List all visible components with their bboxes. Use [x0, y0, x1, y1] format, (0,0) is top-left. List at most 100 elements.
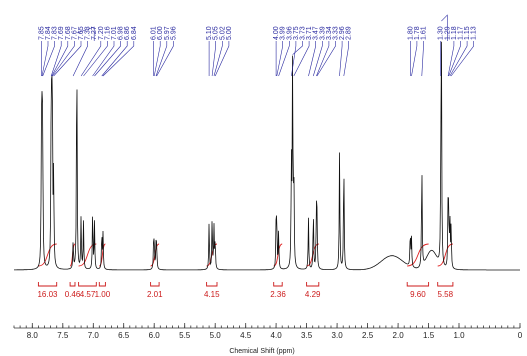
peak-leader: [101, 41, 128, 77]
peak-label: 3.47: [313, 26, 320, 40]
peak-leader: [80, 41, 102, 77]
peak-label: 1.17: [458, 26, 465, 40]
x-tick-label: 4.0: [271, 331, 283, 340]
integration-label: 2.36: [270, 290, 286, 299]
integration-label: 16.03: [37, 290, 58, 299]
peak-labels: 7.85 7.84 7.83 7.69 7.68 7.67 7.65 7.33 7.27 7.20…: [38, 26, 477, 40]
peak-leader: [102, 41, 135, 77]
peak-label: 3.33: [333, 26, 340, 40]
x-tick-label: 4.5: [240, 331, 252, 340]
peak-leader: [42, 41, 55, 77]
integral-curve: [98, 243, 106, 267]
peak-label: 3.34: [326, 26, 333, 40]
peak-label: 5.10: [206, 26, 213, 40]
peak-label: 5.97: [164, 26, 171, 40]
peak-label: 7.20: [98, 26, 105, 40]
x-tick-label: 1.5: [423, 331, 435, 340]
peak-leader: [313, 41, 323, 77]
peak-label: 5.96: [170, 26, 177, 40]
integration-label: 2.01: [147, 290, 163, 299]
peak-label: 7.01: [111, 26, 118, 40]
peak-label: 2.89: [346, 26, 353, 40]
peak-leader: [316, 41, 330, 77]
peak-leader: [213, 41, 223, 77]
peak-leader: [76, 26, 95, 41]
peak-leader: [441, 14, 448, 41]
x-tick-label: 5.5: [179, 331, 191, 340]
x-tick-label: 2.5: [362, 331, 374, 340]
integration-label: 5.58: [438, 290, 454, 299]
peak-leader: [153, 41, 161, 77]
x-axis-title: Chemical Shift (ppm): [229, 348, 294, 355]
peak-leader: [291, 41, 297, 77]
peak-leader: [292, 41, 303, 55]
peak-leader: [421, 41, 424, 77]
peak-label: 5.00: [226, 26, 233, 40]
integration-bracket: [150, 282, 160, 287]
integration-label: 4.15: [204, 290, 220, 299]
peak-leader: [51, 41, 69, 77]
integration-bracket: [37, 282, 58, 287]
peak-label: 7.65: [78, 26, 85, 40]
integration-bracket: [69, 282, 76, 287]
peak-leader: [316, 41, 336, 77]
peak-leader: [411, 41, 418, 77]
peak-label: 5.02: [219, 26, 226, 40]
peak-leader: [278, 41, 290, 77]
peak-leader: [155, 41, 168, 77]
peak-leader: [72, 41, 88, 77]
x-tick-label: 6.5: [118, 331, 130, 340]
peak-leader: [339, 41, 343, 77]
peak-label: 3.99: [280, 26, 287, 40]
x-tick-label: 3.0: [332, 331, 344, 340]
x-axis: 8.0 7.5 7.0 6.5 6.0 5.5 5.0 4.5 4.0 3.5 3.0 2.5 2.0 1…: [13, 323, 523, 340]
integration-markers: 16.03 0.46 4.57 1.00 2.01 4.15 2.36 4.29 9.60 5.5…: [37, 282, 454, 299]
peak-leader: [308, 41, 316, 77]
integration-bracket: [406, 282, 430, 287]
peak-leader: [447, 41, 455, 77]
peak-leader: [211, 41, 216, 77]
integration-bracket: [98, 282, 106, 287]
peak-label: 5.05: [213, 26, 220, 40]
x-tick-label: 2.0: [393, 331, 405, 340]
peak-label: 3.75: [293, 26, 300, 40]
integral-curve: [407, 243, 429, 267]
spectrum-trace: [14, 41, 520, 271]
peak-leader: [449, 41, 468, 77]
peak-leader: [450, 41, 474, 77]
peak-label: 1.15: [464, 26, 471, 40]
peak-label: 3.96: [286, 26, 293, 40]
peak-label: 6.01: [151, 26, 158, 40]
peak-label: 1.78: [414, 26, 421, 40]
integration-bracket: [306, 282, 320, 287]
peak-label: 1.61: [420, 26, 427, 40]
peak-label: 7.85: [38, 26, 45, 40]
peak-label: 2.96: [339, 26, 346, 40]
x-tick-label: 5.0: [210, 331, 222, 340]
integration-label: 0.46: [65, 290, 81, 299]
peak-leader: [41, 41, 49, 77]
peak-leader: [92, 41, 115, 77]
integral-curve: [437, 243, 454, 267]
peak-leader: [448, 41, 461, 77]
peak-label: 6.84: [131, 26, 138, 40]
peak-label: 6.86: [124, 26, 131, 40]
peak-leader: [94, 41, 121, 77]
x-tick-label: 3.5: [301, 331, 313, 340]
peak-leader: [276, 41, 283, 77]
peak-label: 4.00: [273, 26, 280, 40]
x-tick-label: 0: [518, 331, 523, 340]
peak-leader: [53, 41, 82, 77]
peak-label: 1.29: [444, 26, 451, 40]
peak-label: 3.71: [306, 26, 313, 40]
integration-label: 4.57: [80, 290, 96, 299]
peak-label-leaders: [41, 14, 474, 77]
peak-label: 3.39: [319, 26, 326, 40]
x-tick-label: 6.0: [149, 331, 161, 340]
peak-leader: [83, 41, 108, 77]
x-tick-label: 7.5: [57, 331, 69, 340]
peak-label: 6.00: [157, 26, 164, 40]
peak-label: 1.80: [407, 26, 414, 40]
peak-label: 7.84: [45, 26, 52, 40]
peak-label: 7.83: [52, 26, 59, 40]
